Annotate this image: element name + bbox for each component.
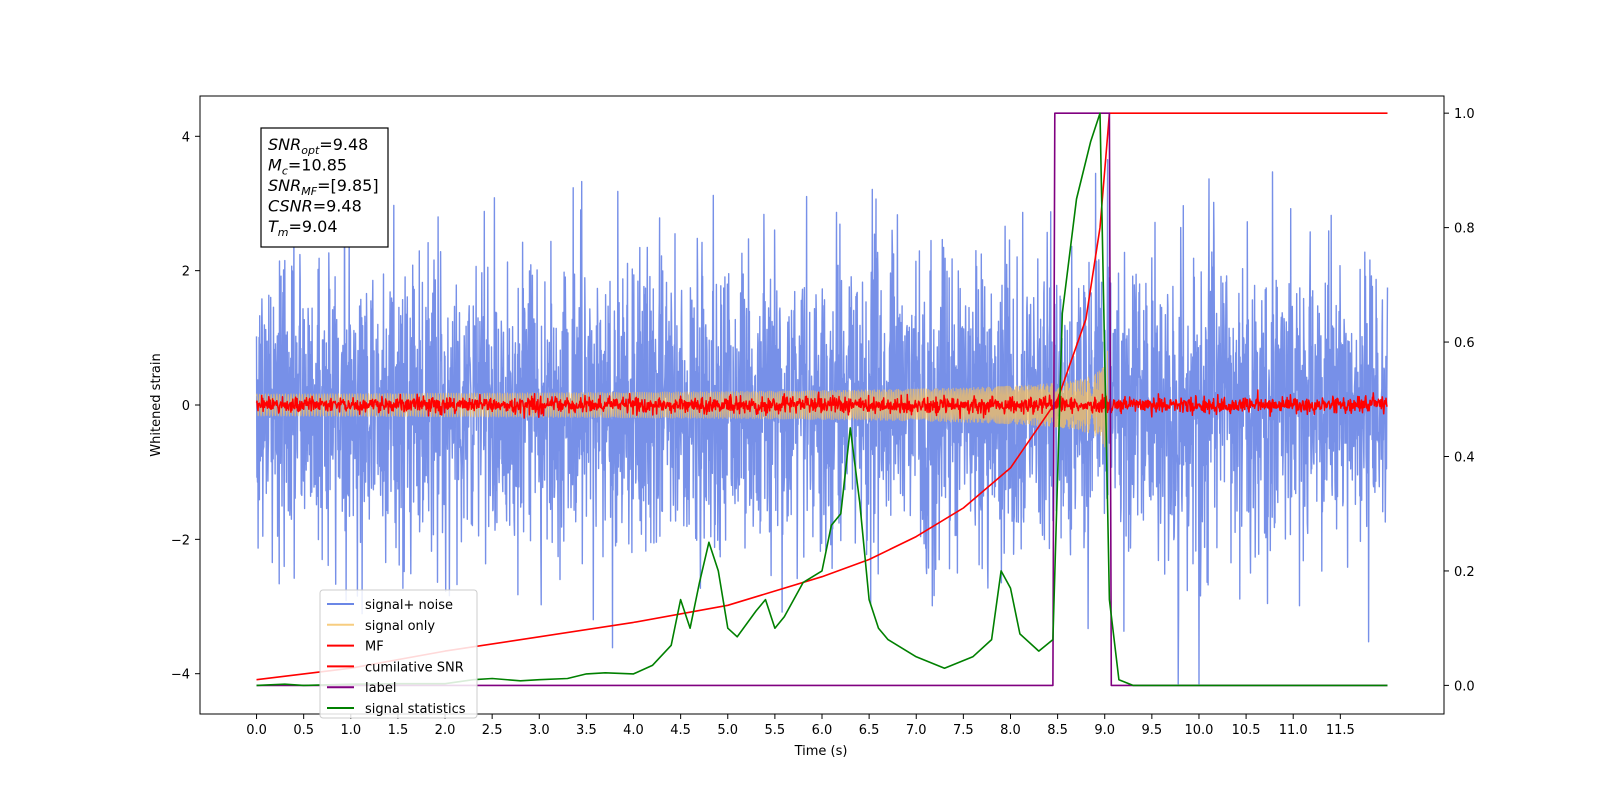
legend-frame bbox=[319, 589, 478, 719]
legend-entry-label: signal+ noise bbox=[365, 598, 453, 613]
y-left-tick-label: 2 bbox=[182, 265, 190, 280]
x-tick-label: 7.5 bbox=[953, 723, 974, 738]
x-tick-label: 7.0 bbox=[906, 723, 927, 738]
y-right-tick-label: 0.0 bbox=[1454, 679, 1475, 694]
x-tick-label: 2.5 bbox=[482, 723, 503, 738]
legend-entry-label: cumilative SNR bbox=[365, 660, 464, 675]
y-axis-left-ticks: −4 −2 0 2 4 bbox=[171, 130, 200, 683]
series-line-cumilative-snr bbox=[256, 112, 1388, 681]
x-axis-label: Time (s) bbox=[794, 744, 848, 759]
annotation-frame bbox=[260, 127, 389, 248]
x-tick-label: 4.0 bbox=[623, 723, 644, 738]
x-tick-label: 11.0 bbox=[1279, 723, 1308, 738]
x-tick-label: 2.0 bbox=[435, 723, 456, 738]
series-line-signal-statistics bbox=[256, 112, 1388, 687]
y-right-tick-label: 1.0 bbox=[1454, 107, 1475, 122]
x-axis-ticks: 0.0 0.5 1.0 1.5 2.0 2.5 3.0 3.5 4.0 4.5 5.0 5.5 6.0 6… bbox=[246, 714, 1355, 738]
x-tick-label: 10.5 bbox=[1232, 723, 1261, 738]
y-axis-right-ticks: 0.0 0.2 0.4 0.6 0.8 1.0 bbox=[1444, 107, 1475, 694]
y-right-tick-label: 0.4 bbox=[1454, 451, 1475, 466]
x-tick-label: 6.0 bbox=[812, 723, 833, 738]
legend-entry-label: signal only bbox=[365, 619, 435, 634]
y-right-tick-label: 0.2 bbox=[1454, 565, 1475, 580]
x-tick-label: 5.5 bbox=[765, 723, 786, 738]
y-left-tick-label: −4 bbox=[171, 668, 190, 683]
legend-entry-label: MF bbox=[365, 640, 384, 655]
x-tick-label: 9.0 bbox=[1094, 723, 1115, 738]
series-line-signal-noise bbox=[255, 159, 1389, 685]
x-tick-label: 8.0 bbox=[1000, 723, 1021, 738]
x-tick-label: 3.0 bbox=[529, 723, 550, 738]
annotation-line: Mc=10.85 bbox=[268, 156, 347, 178]
annotation-line: SNRMF=[9.85] bbox=[268, 176, 379, 198]
series-line-signal-only bbox=[256, 350, 1109, 457]
y-left-tick-label: −2 bbox=[171, 533, 190, 548]
y-left-tick-label: 4 bbox=[182, 130, 190, 145]
y-right-tick-label: 0.6 bbox=[1454, 336, 1475, 351]
stats-annotation-box: SNRopt=9.48Mc=10.85SNRMF=[9.85]CSNR=9.48… bbox=[260, 127, 389, 248]
plot-area bbox=[255, 112, 1389, 687]
series-line-mf bbox=[255, 389, 1388, 420]
x-tick-label: 11.5 bbox=[1326, 723, 1355, 738]
x-tick-label: 1.5 bbox=[388, 723, 409, 738]
y-left-tick-label: 0 bbox=[182, 399, 190, 414]
legend: signal+ noise signal only MF cumilative SNR… bbox=[319, 589, 478, 719]
y-right-tick-label: 0.8 bbox=[1454, 222, 1475, 237]
x-tick-label: 5.0 bbox=[717, 723, 738, 738]
x-tick-label: 4.5 bbox=[670, 723, 691, 738]
x-tick-label: 10.0 bbox=[1184, 723, 1213, 738]
annotation-line: SNRopt=9.48 bbox=[268, 135, 368, 157]
x-tick-label: 8.5 bbox=[1047, 723, 1068, 738]
x-tick-label: 6.5 bbox=[859, 723, 880, 738]
legend-entry-label: signal statistics bbox=[365, 702, 466, 717]
annotation-line: CSNR=9.48 bbox=[268, 197, 362, 216]
legend-entry-label: label bbox=[365, 681, 396, 696]
x-tick-label: 0.5 bbox=[293, 723, 314, 738]
x-tick-label: 0.0 bbox=[246, 723, 267, 738]
annotation-line: Tm=9.04 bbox=[268, 217, 338, 239]
x-tick-label: 1.0 bbox=[340, 723, 361, 738]
x-tick-label: 9.5 bbox=[1142, 723, 1163, 738]
y-axis-label: Whitened strain bbox=[149, 353, 164, 456]
x-tick-label: 3.5 bbox=[576, 723, 597, 738]
